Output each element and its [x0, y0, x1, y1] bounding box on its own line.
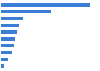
Bar	[1, 17, 23, 20]
Bar	[1, 30, 17, 34]
Bar	[1, 44, 14, 47]
Bar	[1, 37, 15, 41]
Bar	[1, 24, 19, 27]
Bar	[1, 51, 12, 54]
Bar	[1, 3, 90, 7]
Bar	[1, 10, 51, 13]
Bar	[1, 58, 8, 61]
Bar	[1, 64, 4, 68]
